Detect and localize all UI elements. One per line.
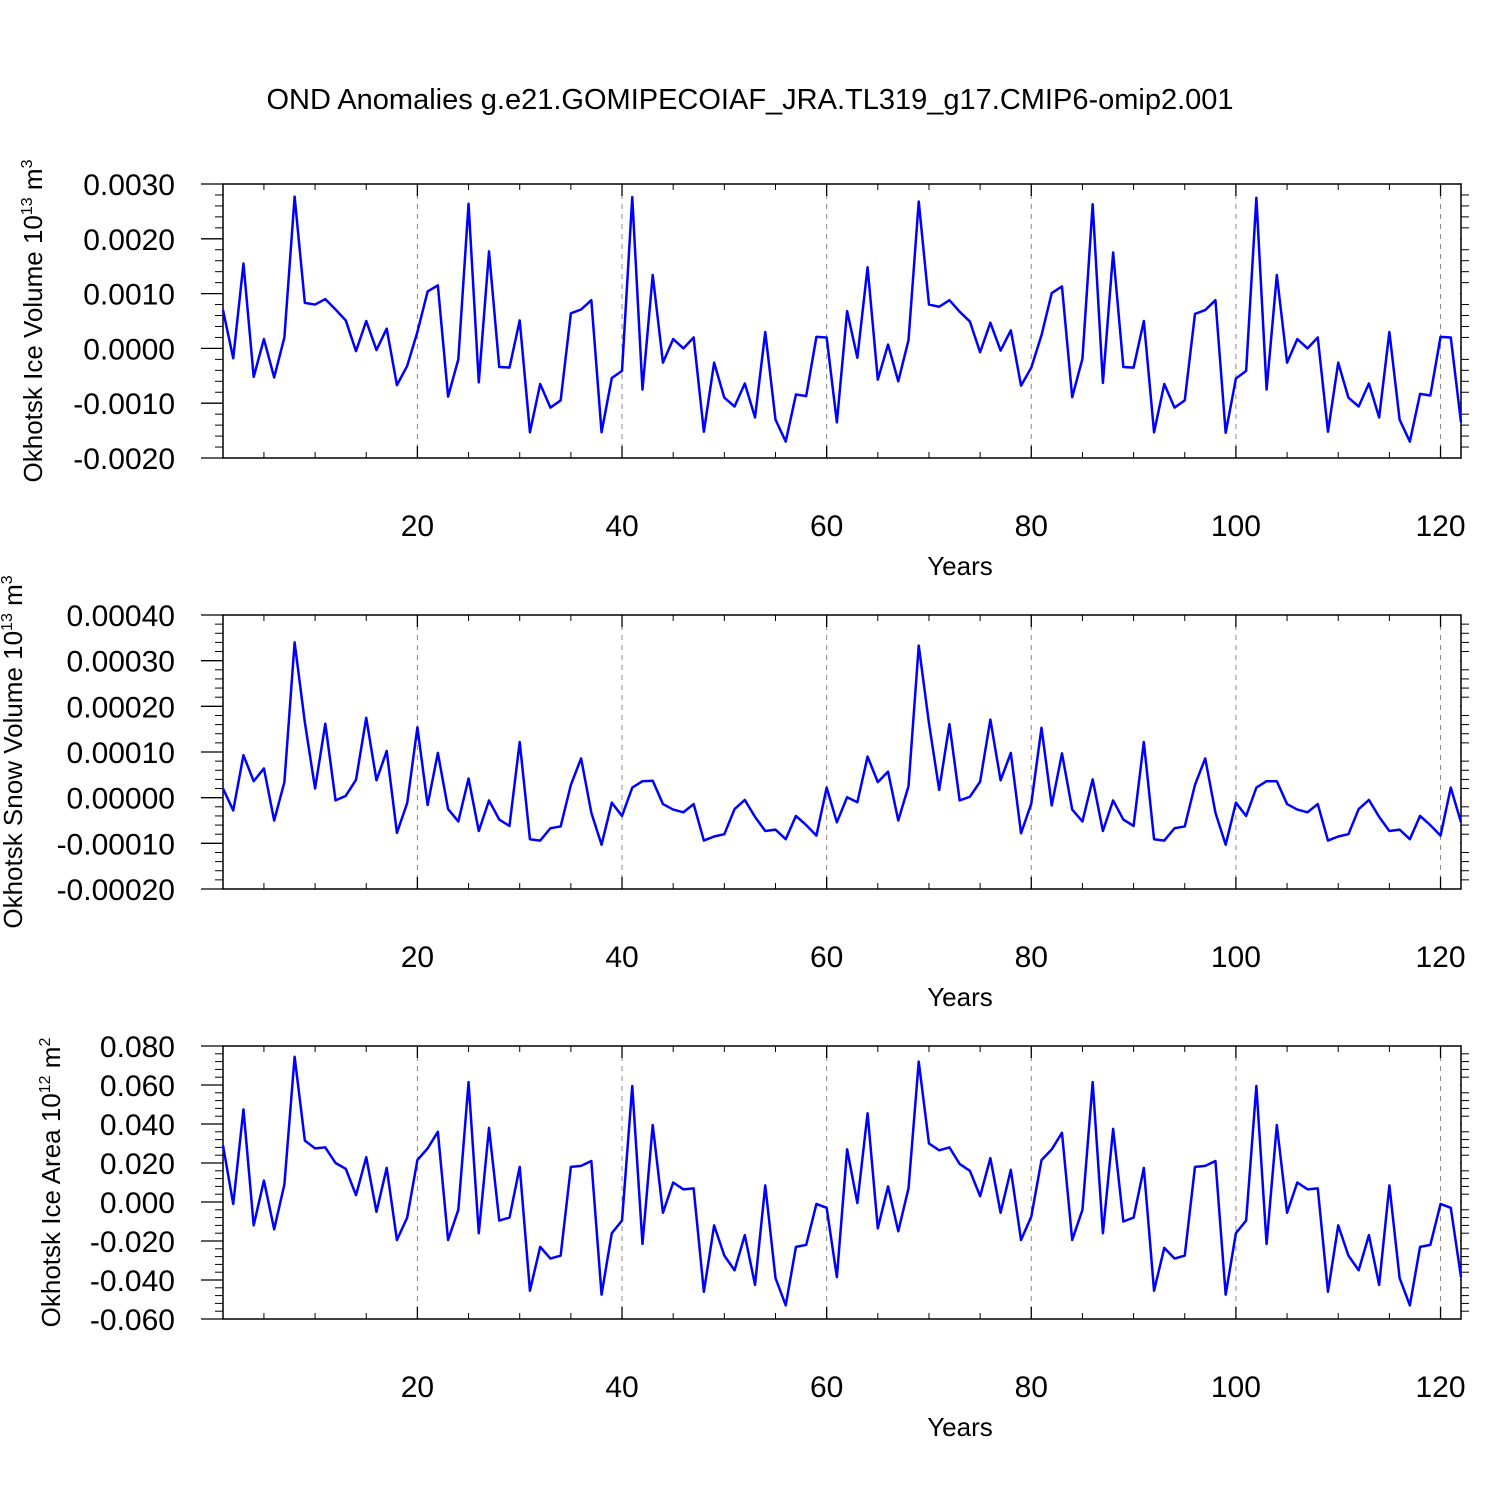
panel-3: 20 40 60 80 100 120 -0.060 -0.040 -0.020 0.000 0.0… <box>36 1031 1469 1442</box>
plot-frame <box>222 1045 1462 1320</box>
y-tick-label: 0.00030 <box>67 646 175 679</box>
y-axis-label: Okhotsk Snow Volume 1013 m3 <box>0 575 28 928</box>
x-tick-label: 40 <box>605 941 638 974</box>
y-tick-label: -0.00010 <box>57 828 175 861</box>
y-axis-label-unit: m <box>36 1047 66 1076</box>
x-tick-label: 120 <box>1416 941 1466 974</box>
y-axis-label-unit: m <box>0 584 28 613</box>
y-tick-label: -0.020 <box>90 1226 175 1259</box>
y-tick-label: 0.00010 <box>67 737 175 770</box>
x-tick-label: 20 <box>401 941 434 974</box>
x-axis-label: Years <box>927 1412 993 1442</box>
x-tick-label: 60 <box>810 510 843 543</box>
y-tick-label: -0.0010 <box>73 388 175 421</box>
plot-frame <box>222 183 1462 459</box>
x-tick-label: 120 <box>1416 1371 1466 1404</box>
y-axis-label-exponent: 13 <box>19 197 36 215</box>
x-tick-label: 60 <box>810 941 843 974</box>
panels: 20 40 60 80 100 120 -0.0020 -0.0010 0.0000 0.0010… <box>0 159 1469 1442</box>
y-axis-label-unit-exponent: 3 <box>19 159 36 168</box>
x-tick-label: 60 <box>810 1371 843 1404</box>
plot-frame <box>222 614 1462 890</box>
y-axis-label-exponent: 12 <box>37 1075 54 1093</box>
x-tick-label: 80 <box>1015 941 1048 974</box>
y-tick-label: 0.0000 <box>83 333 175 366</box>
y-axis-label-text: Okhotsk Ice Volume 10 <box>18 215 48 482</box>
x-tick-label: 100 <box>1211 510 1261 543</box>
y-tick-label: 0.00000 <box>67 783 175 816</box>
y-axis-label-unit-exponent: 2 <box>37 1038 54 1047</box>
x-axis-label: Years <box>927 982 993 1012</box>
x-tick-label: 80 <box>1015 510 1048 543</box>
x-tick-label: 40 <box>605 1371 638 1404</box>
y-tick-label: 0.00020 <box>67 691 175 724</box>
series-line-2 <box>221 641 1463 846</box>
x-tick-label: 100 <box>1211 941 1261 974</box>
series-line-3 <box>221 1055 1463 1307</box>
x-tick-label: 40 <box>605 510 638 543</box>
y-axis-label-text: Okhotsk Ice Area 10 <box>36 1093 66 1327</box>
y-tick-label: 0.0010 <box>83 279 175 312</box>
y-tick-label: 0.080 <box>100 1031 175 1064</box>
x-tick-label: 120 <box>1416 510 1466 543</box>
y-axis-label-text: Okhotsk Snow Volume 10 <box>0 631 28 929</box>
x-tick-label: 100 <box>1211 1371 1261 1404</box>
y-tick-label: 0.060 <box>100 1070 175 1103</box>
y-axis-label: Okhotsk Ice Volume 1013 m3 <box>18 159 48 482</box>
x-axis-label: Years <box>927 551 993 581</box>
y-tick-label: 0.000 <box>100 1187 175 1220</box>
x-tick-label: 20 <box>401 510 434 543</box>
y-tick-label: -0.00020 <box>57 874 175 907</box>
y-tick-label: 0.020 <box>100 1148 175 1181</box>
y-tick-label: 0.0020 <box>83 224 175 257</box>
series-line-1 <box>221 195 1463 443</box>
y-tick-label: -0.060 <box>90 1304 175 1337</box>
y-tick-label: 0.00040 <box>67 600 175 633</box>
chart-title: OND Anomalies g.e21.GOMIPECOIAF_JRA.TL31… <box>266 84 1233 116</box>
y-axis-label: Okhotsk Ice Area 1012 m2 <box>36 1038 66 1328</box>
y-axis-label-unit-exponent: 3 <box>0 575 16 584</box>
y-tick-label: 0.0030 <box>83 169 175 202</box>
y-axis-label-exponent: 13 <box>0 613 16 631</box>
panel-1: 20 40 60 80 100 120 -0.0020 -0.0010 0.0000 0.0010… <box>18 159 1469 581</box>
y-axis-label-unit: m <box>18 168 48 197</box>
y-tick-label: -0.0020 <box>73 443 175 476</box>
y-tick-label: -0.040 <box>90 1265 175 1298</box>
panel-2: 20 40 60 80 100 120 -0.00020 -0.00010 0.00000 0.0… <box>0 575 1469 1012</box>
x-tick-label: 80 <box>1015 1371 1048 1404</box>
y-tick-label: 0.040 <box>100 1109 175 1142</box>
x-tick-label: 20 <box>401 1371 434 1404</box>
